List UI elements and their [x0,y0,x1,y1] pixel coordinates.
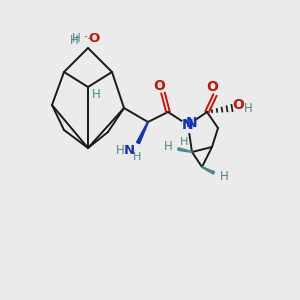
Text: H: H [164,140,172,152]
Text: H: H [72,32,80,44]
Text: N: N [186,116,198,130]
Text: H: H [244,103,252,116]
Polygon shape [136,122,148,144]
Text: H: H [70,34,78,46]
Text: O: O [88,32,100,44]
Text: H: H [92,88,100,101]
Text: H: H [133,152,141,162]
Text: O: O [232,98,244,112]
Polygon shape [178,148,192,152]
Text: H: H [180,137,188,147]
Text: N: N [123,143,135,157]
Text: ·: · [84,32,88,44]
Text: ·: · [87,34,91,46]
Polygon shape [202,167,214,174]
Text: O: O [206,80,218,94]
Text: H: H [220,170,228,184]
Text: H: H [116,143,124,157]
Text: N: N [182,118,194,132]
Text: O: O [153,79,165,93]
